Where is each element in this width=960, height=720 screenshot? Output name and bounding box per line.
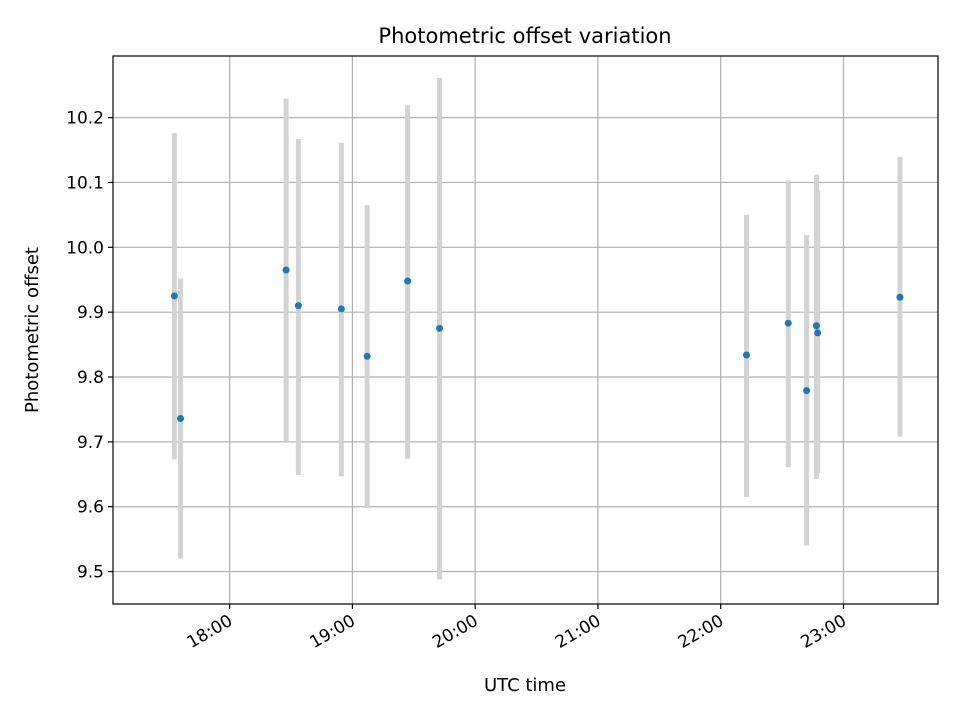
- y-tick-label-5: 10.0: [66, 238, 104, 258]
- y-tick-label-6: 10.1: [66, 173, 104, 193]
- data-point-7: [436, 324, 444, 332]
- y-tick-label-1: 9.6: [77, 498, 104, 518]
- data-point-6: [404, 277, 412, 285]
- data-point-8: [742, 351, 750, 359]
- data-point-4: [337, 305, 345, 313]
- y-axis-ticks: 9.5 9.6 9.7 9.8 9.9 10.0 10.1 10.2: [66, 109, 113, 583]
- data-point-0: [170, 292, 178, 300]
- plot-frame: [112, 55, 939, 605]
- y-tick-label-3: 9.8: [77, 368, 104, 388]
- data-point-9: [784, 319, 792, 327]
- data-point-1: [177, 415, 185, 423]
- y-tick-label-7: 10.2: [66, 109, 104, 129]
- grid: [113, 56, 938, 604]
- data-point-10: [803, 387, 811, 395]
- y-tick-label-4: 9.9: [77, 303, 104, 323]
- data-point-13: [896, 293, 904, 301]
- y-tick-label-2: 9.7: [77, 433, 104, 453]
- chart-title: Photometric offset variation: [378, 24, 671, 48]
- data-points: [170, 266, 904, 423]
- data-point-5: [363, 352, 371, 360]
- x-axis-label: UTC time: [484, 675, 566, 696]
- data-point-11: [812, 322, 820, 330]
- data-point-3: [294, 302, 302, 310]
- y-tick-label-0: 9.5: [77, 563, 104, 583]
- y-axis-label: Photometric offset: [22, 247, 43, 413]
- data-point-2: [282, 266, 290, 274]
- data-point-12: [814, 329, 822, 337]
